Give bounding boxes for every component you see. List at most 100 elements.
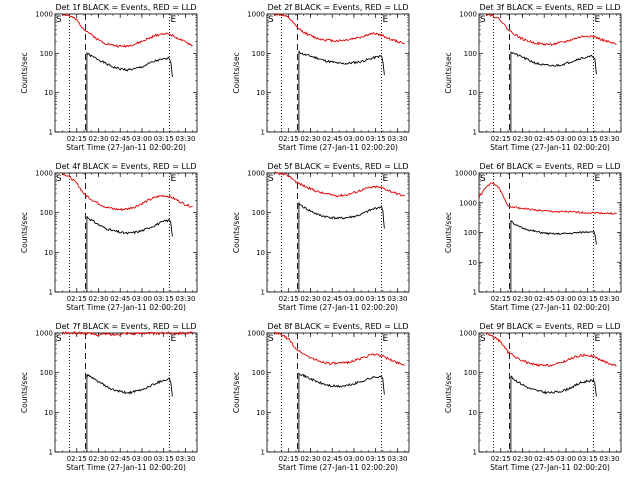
x-tick-label: 02:45 xyxy=(534,295,554,303)
x-tick-label: 02:45 xyxy=(110,295,130,303)
y-tick-label: 1 xyxy=(473,129,477,137)
x-tick-label: 03:15 xyxy=(366,455,386,463)
events-series-line xyxy=(86,51,173,132)
y-tick-label: 1 xyxy=(473,449,477,457)
y-axis-label: Counts/sec xyxy=(20,212,29,253)
x-tick-label: 02:45 xyxy=(534,455,554,463)
x-tick-label: 02:15 xyxy=(279,455,299,463)
plot-title: Det 9f BLACK = Events, RED = LLD xyxy=(479,322,620,331)
detector-panel-7: Det 7f BLACK = Events, RED = LLD 1 10 100 10… xyxy=(20,322,198,472)
x-tick-label: 02:30 xyxy=(512,135,532,143)
x-tick-label: 02:30 xyxy=(512,455,532,463)
detector-panel-2: Det 2f BLACK = Events, RED = LLD 1 10 100 10… xyxy=(232,3,410,152)
plot-title: Det 1f BLACK = Events, RED = LLD xyxy=(55,3,196,12)
y-tick-label: 100 xyxy=(464,229,477,237)
x-tick-label: 03:30 xyxy=(599,295,619,303)
y-tick-label: 100 xyxy=(40,209,53,217)
end-marker: E xyxy=(382,174,388,184)
detector-panel-3: Det 3f BLACK = Events, RED = LLD 1 10 100 10… xyxy=(444,3,622,152)
x-tick-label: 03:30 xyxy=(175,135,195,143)
detector-panel-6: Det 6f BLACK = Events, RED = LLD 1 10 100 10… xyxy=(444,162,622,312)
x-tick-label: 02:15 xyxy=(67,295,87,303)
x-tick-label: 02:15 xyxy=(491,455,511,463)
x-tick-label: 03:30 xyxy=(599,455,619,463)
x-tick-label: 02:30 xyxy=(300,455,320,463)
events-series-line xyxy=(510,51,597,132)
plot-frame xyxy=(478,13,622,133)
x-tick-label: 03:30 xyxy=(387,455,407,463)
y-tick-label: 1000 xyxy=(35,170,53,178)
y-axis-label: Counts/sec xyxy=(444,372,453,413)
start-marker: S xyxy=(480,334,486,344)
detector-panel-4: Det 4f BLACK = Events, RED = LLD 1 10 100 10… xyxy=(20,162,198,312)
lld-series-line xyxy=(486,13,617,47)
x-tick-label: 02:45 xyxy=(534,135,554,143)
x-tick-label: 02:15 xyxy=(491,295,511,303)
start-marker: S xyxy=(56,15,62,25)
y-axis-label: Counts/sec xyxy=(20,372,29,413)
plot-title: Det 7f BLACK = Events, RED = LLD xyxy=(55,322,196,331)
end-marker: E xyxy=(170,15,176,25)
x-tick-label: 03:15 xyxy=(154,135,174,143)
x-tick-label: 02:45 xyxy=(110,135,130,143)
y-axis-label: Counts/sec xyxy=(20,52,29,93)
start-marker: S xyxy=(268,15,274,25)
x-tick-label: 03:00 xyxy=(344,295,364,303)
y-tick-label: 10 xyxy=(256,409,265,417)
plot-title: Det 6f BLACK = Events, RED = LLD xyxy=(479,162,620,171)
y-tick-label: 10 xyxy=(44,89,53,97)
x-axis-label: Start Time (27-Jan-11 02:00:20) xyxy=(66,143,186,152)
y-tick-label: 100 xyxy=(252,50,265,58)
start-marker: S xyxy=(56,174,62,184)
x-tick-label: 02:30 xyxy=(512,295,532,303)
x-tick-label: 03:15 xyxy=(366,135,386,143)
end-marker: E xyxy=(382,334,388,344)
lld-series-line xyxy=(61,172,193,212)
events-series-line xyxy=(86,373,173,452)
x-tick-label: 03:15 xyxy=(578,135,598,143)
x-tick-label: 03:00 xyxy=(344,455,364,463)
y-tick-label: 10 xyxy=(468,409,477,417)
y-tick-label: 10 xyxy=(256,89,265,97)
y-tick-label: 1 xyxy=(49,289,53,297)
plot-frame xyxy=(54,332,198,453)
events-series-line xyxy=(86,216,173,292)
x-tick-label: 02:30 xyxy=(88,295,108,303)
x-axis-label: Start Time (27-Jan-11 02:00:20) xyxy=(278,303,398,312)
x-axis-label: Start Time (27-Jan-11 02:00:20) xyxy=(66,303,186,312)
y-tick-label: 1000 xyxy=(459,199,477,207)
y-tick-label: 100 xyxy=(464,50,477,58)
x-axis-label: Start Time (27-Jan-11 02:00:20) xyxy=(490,463,610,472)
y-tick-label: 10 xyxy=(44,249,53,257)
lld-series-line xyxy=(274,171,405,198)
x-tick-label: 02:15 xyxy=(279,135,299,143)
end-marker: E xyxy=(594,174,600,184)
detector-panel-5: Det 5f BLACK = Events, RED = LLD 1 10 100 10… xyxy=(232,162,410,312)
x-tick-label: 02:45 xyxy=(322,295,342,303)
start-marker: S xyxy=(480,174,486,184)
x-tick-label: 03:00 xyxy=(556,135,576,143)
lld-series-line xyxy=(273,13,405,45)
x-axis-label: Start Time (27-Jan-11 02:00:20) xyxy=(490,303,610,312)
plot-frame xyxy=(478,332,622,453)
y-tick-label: 100 xyxy=(252,369,265,377)
plot-frame xyxy=(54,13,198,133)
x-axis-label: Start Time (27-Jan-11 02:00:20) xyxy=(278,463,398,472)
x-tick-label: 03:00 xyxy=(344,135,364,143)
plot-title: Det 4f BLACK = Events, RED = LLD xyxy=(55,162,196,171)
y-tick-label: 1 xyxy=(261,449,265,457)
x-tick-label: 02:15 xyxy=(67,135,87,143)
y-tick-label: 1 xyxy=(473,289,477,297)
x-tick-label: 03:15 xyxy=(366,295,386,303)
end-marker: E xyxy=(594,15,600,25)
x-axis-label: Start Time (27-Jan-11 02:00:20) xyxy=(490,143,610,152)
x-tick-label: 02:30 xyxy=(88,135,108,143)
x-tick-label: 03:15 xyxy=(154,455,174,463)
y-tick-label: 100 xyxy=(252,209,265,217)
x-tick-label: 03:00 xyxy=(132,295,152,303)
x-tick-label: 02:45 xyxy=(110,455,130,463)
x-tick-label: 03:30 xyxy=(599,135,619,143)
x-tick-label: 02:30 xyxy=(300,295,320,303)
x-tick-label: 03:00 xyxy=(132,135,152,143)
